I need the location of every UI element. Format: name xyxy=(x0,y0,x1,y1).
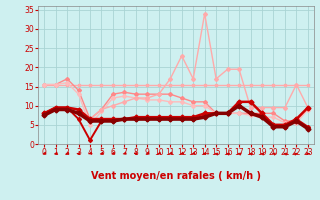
X-axis label: Vent moyen/en rafales ( km/h ): Vent moyen/en rafales ( km/h ) xyxy=(91,171,261,181)
